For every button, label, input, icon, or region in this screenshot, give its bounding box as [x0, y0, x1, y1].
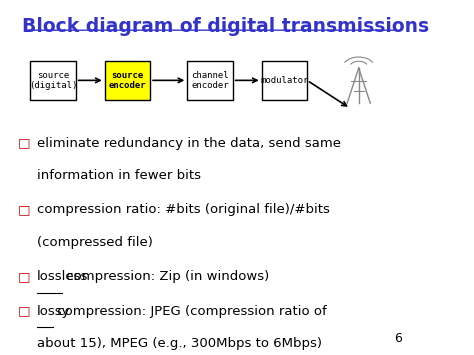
FancyBboxPatch shape — [187, 61, 233, 100]
Text: about 15), MPEG (e.g., 300Mbps to 6Mbps): about 15), MPEG (e.g., 300Mbps to 6Mbps) — [36, 337, 321, 350]
FancyBboxPatch shape — [30, 61, 76, 100]
Text: □: □ — [18, 271, 30, 283]
Text: modulator: modulator — [260, 76, 309, 85]
Text: (compressed file): (compressed file) — [36, 236, 152, 249]
Text: lossy: lossy — [36, 305, 70, 318]
Text: source
encoder: source encoder — [109, 71, 146, 90]
Text: lossless: lossless — [36, 271, 88, 283]
Text: information in fewer bits: information in fewer bits — [36, 169, 201, 182]
Text: eliminate redundancy in the data, send same: eliminate redundancy in the data, send s… — [36, 137, 340, 149]
Text: compression ratio: #bits (original file)/#bits: compression ratio: #bits (original file)… — [36, 203, 329, 217]
Text: □: □ — [18, 137, 30, 149]
Text: 6: 6 — [394, 332, 402, 345]
Text: channel
encoder: channel encoder — [191, 71, 229, 90]
Text: compression: Zip (in windows): compression: Zip (in windows) — [62, 271, 270, 283]
FancyBboxPatch shape — [262, 61, 307, 100]
Text: source
(digital): source (digital) — [29, 71, 77, 90]
Text: Block diagram of digital transmissions: Block diagram of digital transmissions — [22, 17, 429, 36]
Text: □: □ — [18, 305, 30, 318]
FancyBboxPatch shape — [105, 61, 150, 100]
Text: □: □ — [18, 203, 30, 217]
Text: compression: JPEG (compression ratio of: compression: JPEG (compression ratio of — [53, 305, 327, 318]
